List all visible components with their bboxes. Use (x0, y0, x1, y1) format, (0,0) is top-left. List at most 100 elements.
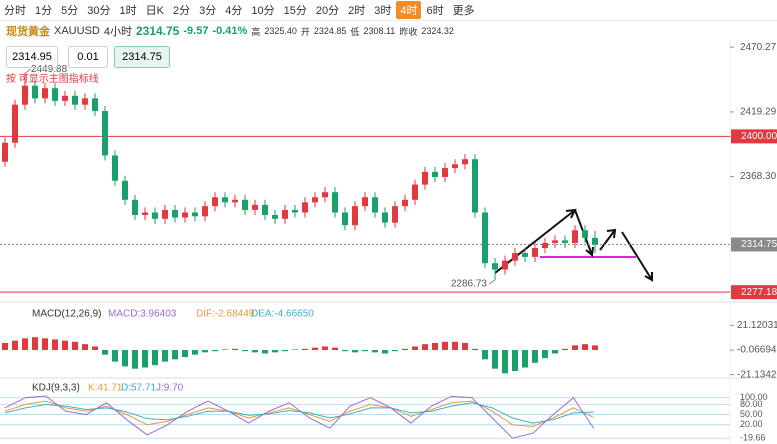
interval[interactable]: 3分 (199, 5, 217, 17)
level-label: 2400.00 (741, 131, 777, 142)
candle-body (512, 253, 518, 261)
kdj-line (4, 395, 595, 439)
interval[interactable]: 2时 (348, 5, 366, 17)
candle-body (242, 199, 248, 210)
interval[interactable]: 日K (145, 5, 164, 17)
interval[interactable]: 5分 (61, 5, 79, 17)
ask-button[interactable]: 2314.75 (114, 46, 170, 68)
interval[interactable]: 6时 (426, 5, 444, 17)
change: -9.57 (183, 25, 209, 37)
interval[interactable]: 分时 (4, 5, 26, 17)
macd-bar (492, 350, 498, 369)
macd-bar (272, 350, 278, 353)
low: 2308.11 (363, 26, 396, 36)
macd-bar (392, 350, 398, 352)
candle-body (302, 202, 308, 213)
arrow (621, 231, 653, 282)
candle-body (342, 212, 348, 226)
macd-bar (182, 350, 188, 357)
bid-button[interactable]: 2314.95 (6, 46, 58, 68)
candle-body (322, 192, 328, 198)
macd-bar (322, 346, 328, 350)
candle-body (572, 230, 578, 243)
macd-bar (122, 350, 128, 367)
macd-bar (162, 350, 168, 362)
candle-body (272, 215, 278, 219)
candle-body (22, 85, 28, 105)
open-label: 开 (300, 26, 310, 37)
interval[interactable]: 1分 (35, 5, 53, 17)
macd-bar (482, 350, 488, 360)
interval[interactable]: 3时 (374, 5, 392, 17)
macd-label: DIF:-2.68449 (196, 309, 255, 320)
macd-bar (462, 343, 468, 350)
candle-body (152, 212, 158, 219)
period[interactable]: 4小时 (103, 26, 132, 38)
interval[interactable]: 10分 (251, 5, 275, 17)
interval[interactable]: 2分 (172, 5, 191, 17)
candle-body (522, 253, 528, 257)
candle-body (412, 184, 418, 200)
symbol: XAUUSD (54, 25, 100, 37)
candle-body (402, 199, 408, 207)
candle-body (392, 206, 398, 223)
interval[interactable]: 1时 (119, 5, 137, 17)
candle-body (112, 155, 118, 181)
macd-bar (332, 347, 338, 350)
macd-bar (232, 348, 238, 350)
high-label: 高 (251, 26, 261, 37)
lot-input[interactable]: 0.01 (68, 46, 108, 68)
interval[interactable]: 4分 (225, 5, 243, 17)
macd-bar (12, 340, 18, 350)
name: 现货黄金 (6, 26, 50, 38)
header: 现货黄金 XAUUSD 4小时 2314.75 -9.57 -0.41% 高 23… (6, 22, 454, 40)
candle-body (82, 98, 88, 105)
macd-bar (362, 350, 368, 352)
kdj-line (4, 400, 594, 427)
macd-bar (402, 348, 408, 350)
macd-bar (442, 341, 448, 350)
macd-bar (532, 350, 538, 363)
macd-bar (42, 338, 48, 350)
candle-body (582, 230, 588, 238)
interval[interactable]: 20分 (315, 5, 340, 17)
candle-body (2, 142, 8, 162)
interval[interactable]: 30分 (87, 5, 111, 17)
macd-bar (512, 350, 518, 371)
candle-body (292, 209, 298, 213)
macd-bar (432, 343, 438, 350)
interval[interactable]: 4时 (396, 1, 422, 19)
macd-bar (2, 343, 8, 350)
candle-body (422, 171, 428, 185)
macd-bar (102, 350, 108, 355)
kdj-line (4, 402, 594, 424)
candle-body (182, 212, 188, 218)
macd-bar (302, 348, 308, 350)
macd-bar (112, 350, 118, 362)
macd-bar (32, 337, 38, 350)
macd-bar (552, 350, 558, 354)
interval[interactable]: 15分 (283, 5, 307, 17)
interval[interactable]: 更多 (452, 5, 475, 17)
macd-bar (212, 350, 218, 352)
candle-body (542, 242, 548, 248)
y-tick-label: -0.06694 (737, 345, 777, 356)
candle-body (432, 171, 438, 177)
candle-body (532, 248, 538, 257)
macd-bar (502, 350, 508, 374)
macd-bar (202, 350, 208, 353)
candle-body (62, 95, 68, 101)
y-tick-label: 2470.27 (740, 42, 777, 53)
annotation-line (24, 68, 32, 74)
candle-body (372, 197, 378, 213)
candle-body (232, 199, 238, 203)
candle-body (562, 240, 568, 243)
macd-bar (52, 339, 58, 350)
macd-bar (592, 345, 598, 350)
macd-bar (572, 345, 578, 350)
high: 2325.40 (264, 26, 297, 36)
candle-body (452, 164, 458, 169)
candle-body (142, 212, 148, 216)
candle-body (52, 88, 58, 101)
macd-bar (82, 344, 88, 350)
